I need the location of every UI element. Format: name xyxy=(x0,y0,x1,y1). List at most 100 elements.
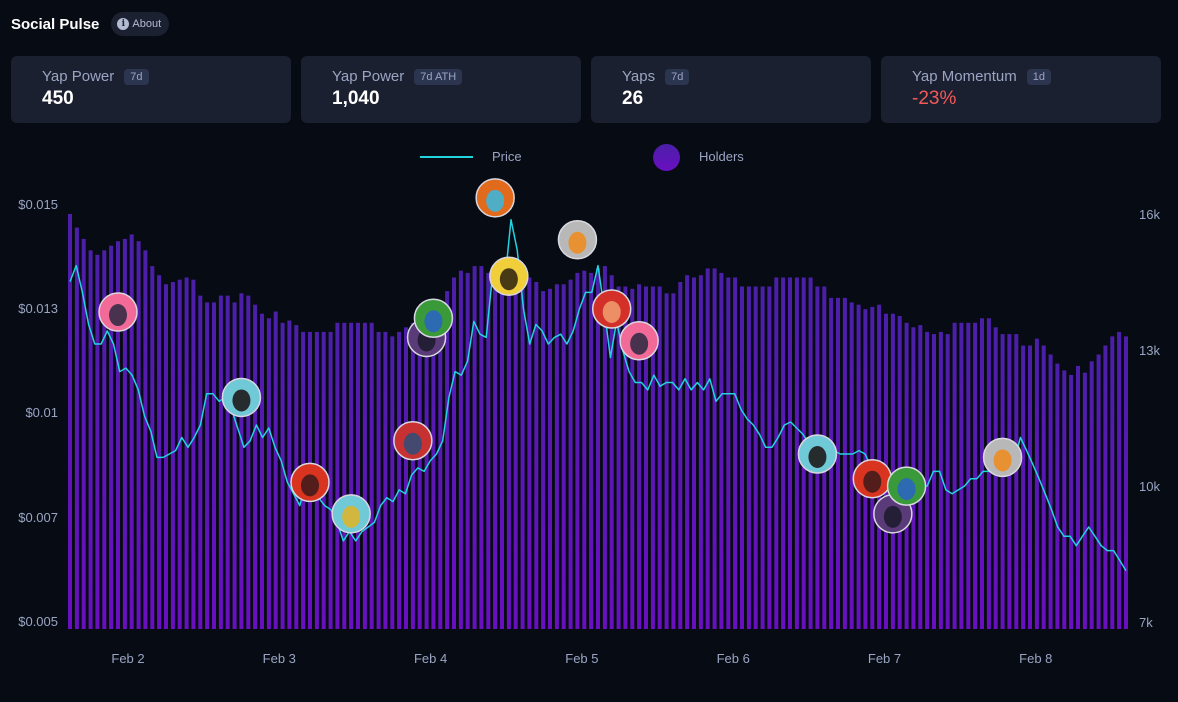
holders-bar[interactable] xyxy=(712,268,717,629)
holders-bar[interactable] xyxy=(232,302,237,629)
holders-bar[interactable] xyxy=(602,266,607,629)
holders-bar[interactable] xyxy=(349,322,354,629)
holders-bar[interactable] xyxy=(493,270,498,629)
holders-bar[interactable] xyxy=(88,250,93,630)
legend-holders-swatch[interactable] xyxy=(653,144,680,171)
holders-bar[interactable] xyxy=(630,288,635,629)
holders-bar[interactable] xyxy=(116,241,120,629)
holders-bar[interactable] xyxy=(644,286,648,630)
holders-bar[interactable] xyxy=(506,277,511,630)
holders-bar[interactable] xyxy=(198,295,203,629)
holders-bar[interactable] xyxy=(266,318,271,629)
holders-bar[interactable] xyxy=(788,277,792,630)
holders-bar[interactable] xyxy=(150,266,155,629)
holders-bar[interactable] xyxy=(1034,338,1039,629)
holders-bar[interactable] xyxy=(102,250,107,630)
legend-holders-label[interactable]: Holders xyxy=(699,149,744,164)
holders-bar[interactable] xyxy=(1076,365,1080,629)
holders-bar[interactable] xyxy=(561,284,566,629)
holders-bar[interactable] xyxy=(1007,334,1012,629)
holders-bar[interactable] xyxy=(849,302,854,629)
legend-price-label[interactable]: Price xyxy=(492,149,522,164)
holders-bar[interactable] xyxy=(424,313,429,629)
holders-bar[interactable] xyxy=(781,277,786,630)
holders-bar[interactable] xyxy=(554,284,559,629)
holders-bar[interactable] xyxy=(925,331,930,629)
holders-bar[interactable] xyxy=(328,331,333,629)
holders-bar[interactable] xyxy=(404,327,408,629)
holders-bar[interactable] xyxy=(1124,336,1128,629)
holders-bar[interactable] xyxy=(287,320,292,630)
holders-bar[interactable] xyxy=(143,250,148,630)
holders-bar[interactable] xyxy=(952,322,957,629)
holders-bar[interactable] xyxy=(966,322,971,629)
holders-bar[interactable] xyxy=(520,288,525,629)
avatar-red-anime[interactable] xyxy=(852,458,893,499)
holders-bar[interactable] xyxy=(1028,345,1032,630)
holders-bar[interactable] xyxy=(986,318,991,629)
holders-bar[interactable] xyxy=(548,288,552,629)
holders-bar[interactable] xyxy=(1055,363,1060,629)
holders-bar[interactable] xyxy=(479,266,484,629)
avatar-gold-toad[interactable] xyxy=(331,494,371,534)
holders-bar[interactable] xyxy=(1096,354,1101,630)
holders-bar[interactable] xyxy=(1062,370,1067,629)
holders-bar[interactable] xyxy=(184,277,189,630)
avatar-yellow-face[interactable] xyxy=(489,256,529,296)
holders-bar[interactable] xyxy=(342,322,347,629)
holders-bar[interactable] xyxy=(356,322,360,629)
holders-bar[interactable] xyxy=(376,331,381,629)
holders-bar[interactable] xyxy=(170,282,175,629)
holders-bar[interactable] xyxy=(993,327,998,629)
holders-bar[interactable] xyxy=(609,275,614,629)
holders-bar[interactable] xyxy=(836,297,840,629)
holders-bar[interactable] xyxy=(973,322,978,629)
holders-bar[interactable] xyxy=(218,295,223,629)
holders-bar[interactable] xyxy=(692,277,696,630)
holders-bar[interactable] xyxy=(486,272,491,629)
holders-bar[interactable] xyxy=(1117,331,1122,629)
holders-bar[interactable] xyxy=(1110,336,1115,629)
holders-bar[interactable] xyxy=(410,322,415,629)
holders-bar[interactable] xyxy=(1082,372,1087,629)
holders-bar[interactable] xyxy=(582,270,587,629)
holders-bar[interactable] xyxy=(753,286,758,630)
holders-bar[interactable] xyxy=(589,272,594,629)
holders-bar[interactable] xyxy=(719,272,724,629)
holders-bar[interactable] xyxy=(438,302,443,629)
holders-bar[interactable] xyxy=(733,277,738,630)
holders-bar[interactable] xyxy=(623,286,628,630)
holders-bar[interactable] xyxy=(664,293,669,629)
holders-bar[interactable] xyxy=(575,272,580,629)
holders-bar[interactable] xyxy=(959,322,964,629)
holders-bar[interactable] xyxy=(616,286,621,630)
holders-bar[interactable] xyxy=(335,322,340,629)
holders-bar[interactable] xyxy=(383,331,388,629)
holders-bar[interactable] xyxy=(81,238,86,629)
holders-bar[interactable] xyxy=(1014,334,1019,629)
avatar-top-hat-punk[interactable] xyxy=(797,434,838,474)
holders-bar[interactable] xyxy=(177,279,182,629)
holders-bar[interactable] xyxy=(568,279,573,629)
holders-bar[interactable] xyxy=(390,336,395,629)
holders-bar[interactable] xyxy=(740,286,744,630)
holders-bar[interactable] xyxy=(698,275,703,629)
holders-bar[interactable] xyxy=(1000,334,1005,629)
holders-bar[interactable] xyxy=(465,272,470,629)
holders-bar[interactable] xyxy=(746,286,751,630)
about-button[interactable]: i About xyxy=(111,12,170,36)
holders-bar[interactable] xyxy=(239,293,244,629)
avatar-red-anime[interactable] xyxy=(290,462,330,503)
holders-bar[interactable] xyxy=(1021,345,1026,630)
holders-bar[interactable] xyxy=(945,334,950,629)
holders-bar[interactable] xyxy=(280,322,285,629)
avatar-blue-alien[interactable] xyxy=(475,178,515,218)
avatar-webcam-eye[interactable] xyxy=(982,437,1023,478)
holders-bar[interactable] xyxy=(794,277,799,630)
holders-bar[interactable] xyxy=(726,277,731,630)
holders-bar[interactable] xyxy=(767,286,772,630)
holders-bar[interactable] xyxy=(650,286,655,630)
holders-bar[interactable] xyxy=(122,238,127,629)
holders-bar[interactable] xyxy=(527,277,532,630)
holders-bar[interactable] xyxy=(431,309,436,629)
